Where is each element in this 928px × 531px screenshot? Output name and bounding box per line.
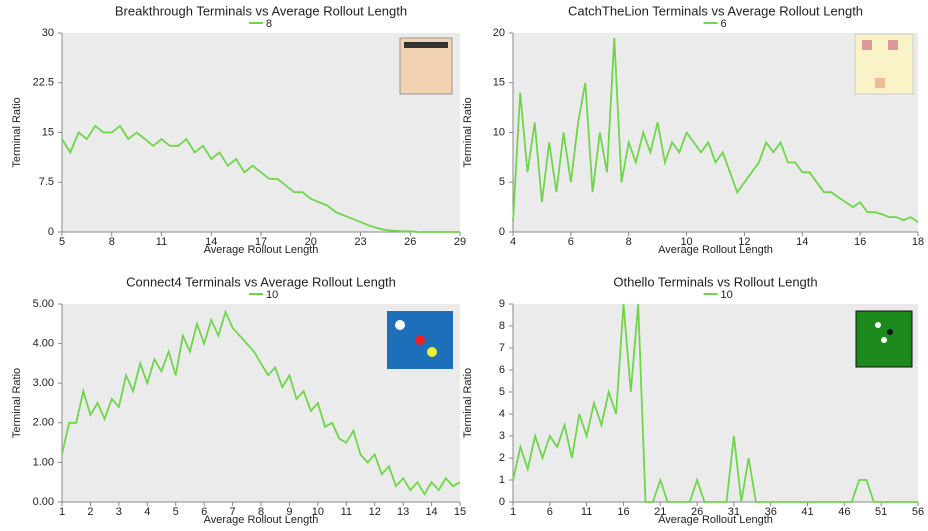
x-tick-label: 9 xyxy=(286,506,292,518)
y-tick-label: 4 xyxy=(499,408,505,420)
y-tick-label: 7 xyxy=(499,342,505,354)
legend-label: 10 xyxy=(721,289,733,301)
x-tick-label: 18 xyxy=(912,236,924,248)
x-axis-label: Average Rollout Length xyxy=(204,514,319,526)
y-tick-label: 0 xyxy=(48,226,54,238)
x-tick-label: 5 xyxy=(59,236,65,248)
x-tick-label: 1 xyxy=(59,506,65,518)
y-tick-label: 1 xyxy=(499,474,505,486)
x-tick-label: 7 xyxy=(230,506,236,518)
y-tick-label: 20 xyxy=(493,27,505,39)
x-tick-label: 4 xyxy=(144,506,150,518)
data-line xyxy=(512,37,919,223)
x-tick-label: 3 xyxy=(116,506,122,518)
y-tick-label: 2 xyxy=(499,452,505,464)
data-line xyxy=(61,309,461,496)
x-tick-label: 12 xyxy=(738,236,750,248)
x-tick-label: 5 xyxy=(173,506,179,518)
x-tick-label: 36 xyxy=(765,506,777,518)
data-line xyxy=(512,303,918,503)
x-tick-label: 12 xyxy=(369,506,381,518)
y-tick-label: 30 xyxy=(42,27,54,39)
x-tick-label: 13 xyxy=(397,506,409,518)
y-tick-label: 15 xyxy=(493,77,505,89)
data-line xyxy=(61,124,460,233)
y-tick-label: 8 xyxy=(499,320,505,332)
x-tick-label: 14 xyxy=(425,506,437,518)
x-axis-label: Average Rollout Length xyxy=(204,244,319,256)
y-tick-label: 4.00 xyxy=(33,338,54,350)
y-tick-label: 10 xyxy=(493,126,505,138)
x-tick-label: 26 xyxy=(691,506,703,518)
y-tick-label: 5 xyxy=(499,176,505,188)
plot-area xyxy=(513,33,918,232)
x-tick-label: 11 xyxy=(581,506,592,518)
x-tick-label: 41 xyxy=(801,506,813,518)
y-tick-label: 7.5 xyxy=(39,176,54,188)
y-axis-label: Terminal Ratio xyxy=(462,368,474,438)
x-tick-label: 2 xyxy=(87,506,93,518)
y-tick-label: 5.00 xyxy=(33,298,54,310)
y-tick-label: 0.00 xyxy=(33,496,54,508)
y-tick-label: 2.00 xyxy=(33,417,54,429)
y-tick-label: 22.5 xyxy=(33,77,54,89)
y-axis-label: Terminal Ratio xyxy=(462,97,474,167)
x-tick-label: 11 xyxy=(156,236,167,248)
x-axis-label: Average Rollout Length xyxy=(658,244,773,256)
x-tick-label: 10 xyxy=(312,506,324,518)
x-tick-label: 26 xyxy=(404,236,416,248)
plot-area xyxy=(62,33,460,232)
x-tick-label: 6 xyxy=(201,506,207,518)
x-tick-label: 4 xyxy=(510,236,516,248)
x-tick-label: 29 xyxy=(454,236,466,248)
y-tick-label: 15 xyxy=(42,126,54,138)
chart-title: Breakthrough Terminals vs Average Rollou… xyxy=(115,3,407,18)
x-tick-label: 14 xyxy=(796,236,808,248)
chart-title: CatchTheLion Terminals vs Average Rollou… xyxy=(568,3,863,18)
x-tick-label: 56 xyxy=(912,506,924,518)
game-icon xyxy=(387,33,914,369)
x-tick-label: 16 xyxy=(854,236,866,248)
x-tick-label: 31 xyxy=(728,506,740,518)
x-tick-label: 11 xyxy=(341,506,352,518)
x-tick-label: 6 xyxy=(547,506,553,518)
x-tick-label: 8 xyxy=(109,236,115,248)
y-tick-label: 5 xyxy=(499,386,505,398)
chart-title: Connect4 Terminals vs Average Rollout Le… xyxy=(126,274,396,289)
x-tick-label: 1 xyxy=(510,506,516,518)
y-tick-label: 1.00 xyxy=(33,456,54,468)
y-tick-label: 9 xyxy=(499,298,505,310)
y-tick-label: 6 xyxy=(499,364,505,376)
x-axis-label: Average Rollout Length xyxy=(658,514,773,526)
x-tick-label: 8 xyxy=(258,506,264,518)
plot-area xyxy=(513,304,918,502)
x-tick-label: 20 xyxy=(305,236,317,248)
y-tick-label: 0 xyxy=(499,496,505,508)
x-tick-label: 10 xyxy=(680,236,692,248)
x-tick-label: 51 xyxy=(875,506,887,518)
x-tick-label: 14 xyxy=(205,236,217,248)
x-tick-label: 6 xyxy=(568,236,574,248)
legend-label: 10 xyxy=(266,289,278,301)
x-tick-label: 8 xyxy=(626,236,632,248)
chart-title: Othello Terminals vs Rollout Length xyxy=(613,274,817,289)
legend-label: 8 xyxy=(266,18,272,30)
x-tick-label: 23 xyxy=(354,236,366,248)
y-axis-label: Terminal Ratio xyxy=(11,368,23,438)
y-axis-label: Terminal Ratio xyxy=(11,97,23,167)
y-tick-label: 3 xyxy=(499,430,505,442)
x-tick-label: 15 xyxy=(454,506,466,518)
legend-label: 6 xyxy=(721,18,727,30)
y-tick-label: 0 xyxy=(499,226,505,238)
y-tick-label: 3.00 xyxy=(33,377,54,389)
x-tick-label: 16 xyxy=(617,506,629,518)
x-tick-label: 17 xyxy=(255,236,267,248)
x-tick-label: 46 xyxy=(838,506,850,518)
x-tick-label: 21 xyxy=(654,506,666,518)
